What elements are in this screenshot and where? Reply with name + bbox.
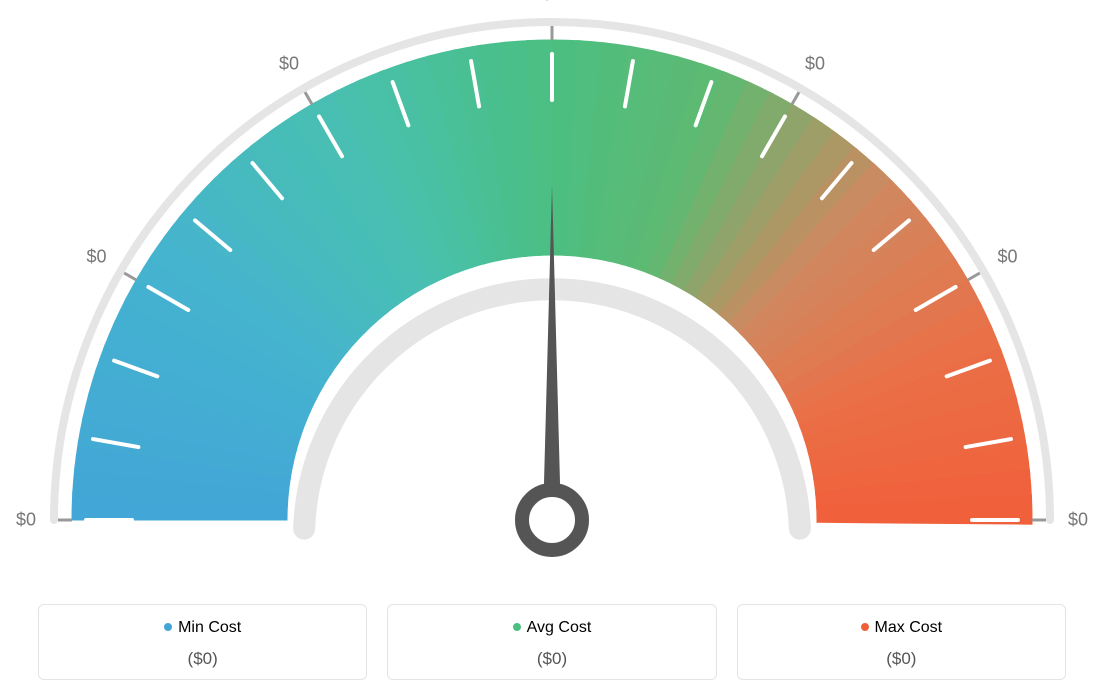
legend-value-max: ($0) [748,649,1055,669]
gauge-tick-label: $0 [805,54,825,75]
legend-card-avg: Avg Cost ($0) [387,604,716,680]
legend-value-avg: ($0) [398,649,705,669]
legend-label-avg: Avg Cost [527,619,592,636]
legend-card-min: Min Cost ($0) [38,604,367,680]
legend-label-min: Min Cost [178,619,241,636]
legend-title-avg: Avg Cost [398,619,705,637]
gauge-tick-label: $0 [542,0,562,5]
dot-icon [164,623,172,631]
gauge-tick-label: $0 [998,247,1018,268]
legend-title-max: Max Cost [748,619,1055,637]
legend-label-max: Max Cost [875,619,943,636]
gauge-tick-label: $0 [16,510,36,531]
legend-title-min: Min Cost [49,619,356,637]
gauge-chart: $0 $0 $0 $0 $0 $0 $0 [0,0,1104,570]
cost-gauge-container: $0 $0 $0 $0 $0 $0 $0 Min Cost ($0) Avg Cost ($… [0,0,1104,690]
legend-row: Min Cost ($0) Avg Cost ($0) Max Cost ($0… [38,604,1066,680]
dot-icon [513,623,521,631]
legend-card-max: Max Cost ($0) [737,604,1066,680]
legend-value-min: ($0) [49,649,356,669]
gauge-tick-label: $0 [1068,510,1088,531]
dot-icon [861,623,869,631]
gauge-tick-label: $0 [86,247,106,268]
gauge-tick-label: $0 [279,54,299,75]
